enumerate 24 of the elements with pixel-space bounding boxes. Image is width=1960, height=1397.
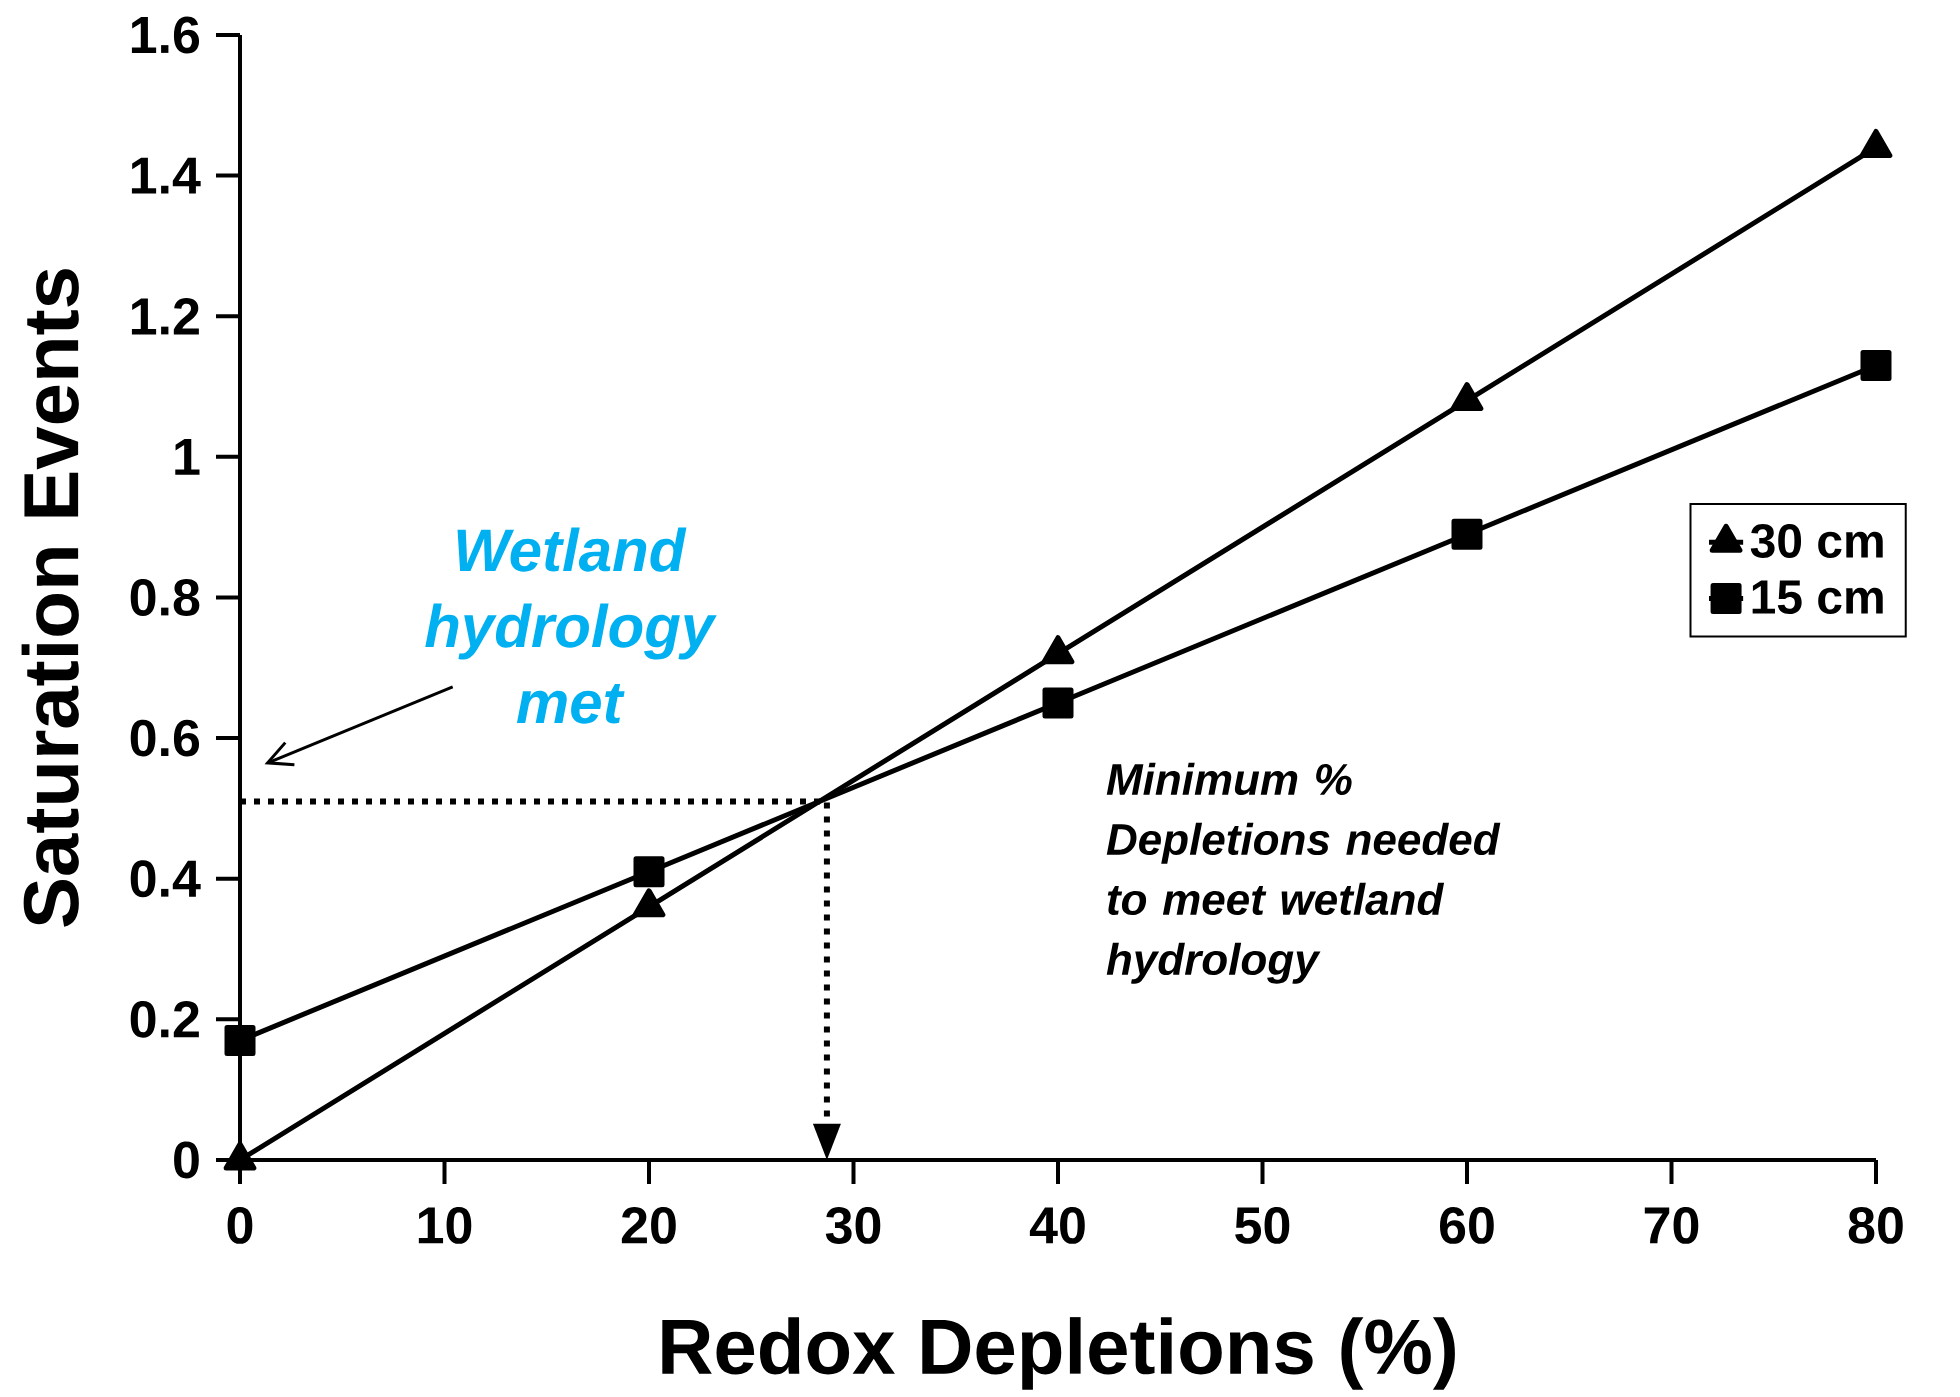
x-tick-label: 40 <box>1029 1207 1085 1244</box>
x-tick-label: 50 <box>1235 1207 1290 1244</box>
x-tick-label: 70 <box>1644 1207 1699 1244</box>
y-tick-label: 0.6 <box>130 719 200 757</box>
annotation: Wetland hydrology met <box>425 527 717 724</box>
x-tick-label: 80 <box>1848 1207 1903 1244</box>
y-tick-label: 0 <box>174 1141 199 1179</box>
annotation: Minimum % Depletions needed to meet wetland hydrology <box>1106 762 1501 984</box>
y-tick-label: 1.4 <box>131 157 201 194</box>
y-tick-label: 0.2 <box>130 1000 199 1038</box>
y-tick-label: 0.4 <box>130 860 201 898</box>
x-axis-title: Redox Depletions (%) <box>662 1317 1455 1390</box>
x-tick-label: 60 <box>1439 1207 1494 1244</box>
y-tick-label: 1.2 <box>131 298 199 335</box>
y-tick-label: 1.6 <box>131 16 200 54</box>
y-tick-label: 1 <box>175 438 200 475</box>
x-tick-label: 20 <box>621 1207 676 1244</box>
x-tick-label: 30 <box>825 1207 881 1244</box>
x-tick-label: 10 <box>418 1207 472 1244</box>
legend-label: 30 cm <box>1750 524 1883 559</box>
legend-label: 15 cm <box>1752 580 1883 614</box>
y-tick-label: 0.8 <box>130 579 200 616</box>
y-axis-title: Saturation Events <box>21 269 79 927</box>
x-tick-label: 0 <box>227 1207 253 1244</box>
